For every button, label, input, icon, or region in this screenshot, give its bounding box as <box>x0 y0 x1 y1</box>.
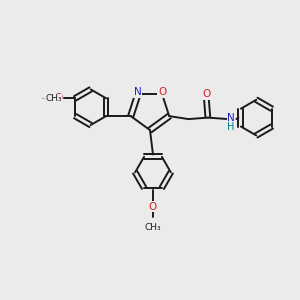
Text: N: N <box>134 87 142 97</box>
Text: O: O <box>149 202 157 212</box>
Text: O: O <box>54 93 63 103</box>
Text: CH₃: CH₃ <box>145 223 161 232</box>
Text: CH₃: CH₃ <box>46 94 62 103</box>
Text: H: H <box>227 122 235 132</box>
Text: O: O <box>158 87 166 97</box>
Text: O: O <box>202 89 211 99</box>
Text: N: N <box>227 112 235 123</box>
Text: methoxy: methoxy <box>41 98 48 99</box>
